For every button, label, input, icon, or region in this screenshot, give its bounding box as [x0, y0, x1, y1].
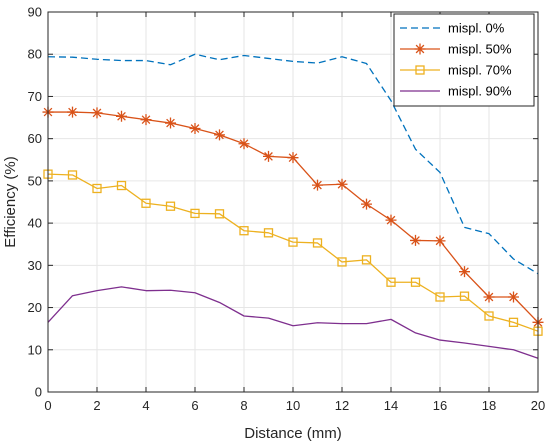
legend-marker — [414, 43, 426, 55]
y-tick-label: 30 — [28, 258, 42, 273]
series-4 — [47, 286, 539, 359]
x-tick-label: 16 — [433, 398, 447, 413]
data-point — [141, 198, 151, 208]
x-tick-label: 14 — [384, 398, 398, 413]
data-point — [189, 123, 201, 135]
data-point — [165, 201, 176, 211]
x-tick-label: 10 — [286, 398, 300, 413]
data-point — [508, 291, 519, 303]
legend-item: mispl. 90% — [400, 84, 512, 99]
data-point — [67, 106, 78, 118]
data-point — [361, 198, 372, 210]
series-2 — [42, 106, 544, 328]
data-point — [459, 291, 470, 301]
data-point — [410, 234, 421, 246]
data-point — [214, 129, 225, 141]
data-point — [484, 311, 494, 321]
y-tick-label: 20 — [28, 300, 42, 315]
y-tick-label: 40 — [28, 216, 42, 231]
data-point — [238, 138, 250, 150]
data-point — [483, 291, 495, 303]
series-layer — [42, 53, 544, 359]
x-tick-label: 4 — [142, 398, 149, 413]
data-point — [508, 317, 519, 327]
data-point — [385, 214, 397, 226]
y-tick-label: 90 — [28, 5, 42, 20]
data-point — [190, 208, 200, 219]
y-tick-label: 80 — [28, 47, 42, 62]
data-point — [312, 179, 323, 191]
x-tick-label: 8 — [240, 398, 247, 413]
data-point — [410, 277, 421, 287]
data-point — [140, 114, 152, 126]
data-point — [386, 277, 396, 287]
data-point — [165, 117, 176, 129]
legend-label: mispl. 50% — [448, 42, 512, 57]
data-point — [116, 110, 127, 122]
data-point — [116, 180, 127, 191]
data-point — [214, 209, 225, 219]
data-point — [263, 228, 274, 238]
series-line — [47, 53, 539, 275]
x-axis-title: Distance (mm) — [244, 425, 342, 442]
legend-label: mispl. 70% — [448, 63, 512, 78]
x-tick-label: 12 — [335, 398, 349, 413]
legend-marker — [415, 65, 425, 75]
data-point — [92, 183, 102, 194]
x-tick-label: 6 — [191, 398, 198, 413]
y-tick-label: 70 — [28, 89, 42, 104]
legend-label: mispl. 90% — [448, 84, 512, 99]
x-tick-label: 0 — [44, 398, 51, 413]
y-tick-label: 10 — [28, 342, 42, 357]
y-tick-label: 60 — [28, 131, 42, 146]
y-tick-label: 50 — [28, 173, 42, 188]
y-tick-label: 0 — [35, 385, 42, 400]
legend-label: mispl. 0% — [448, 21, 505, 36]
data-point — [287, 152, 299, 164]
data-point — [337, 257, 347, 267]
data-point — [336, 178, 348, 190]
series-1 — [47, 53, 539, 275]
data-point — [91, 107, 103, 119]
y-axis-title: Efficiency (%) — [2, 156, 19, 247]
series-line — [47, 286, 539, 359]
data-point — [435, 292, 445, 302]
x-tick-label: 20 — [531, 398, 545, 413]
data-point — [459, 266, 470, 278]
data-point — [67, 170, 78, 180]
series-3 — [43, 169, 543, 336]
legend-item: mispl. 0% — [400, 21, 505, 36]
data-point — [434, 235, 446, 247]
x-tick-label: 2 — [93, 398, 100, 413]
legend-item: mispl. 70% — [400, 63, 512, 78]
axis-ticks: 0 2 4 6 8 10 12 14 16 18 20 0 10 20 30 40 50 60 70 80 90 — [28, 5, 546, 414]
legend: mispl. 0% mispl. 50% mispl. 70% mispl. 90% — [393, 13, 535, 107]
series-line — [47, 173, 539, 332]
legend-item: mispl. 50% — [400, 42, 512, 57]
data-point — [361, 255, 372, 265]
data-point — [239, 226, 249, 236]
data-point — [312, 238, 323, 248]
x-tick-label: 18 — [482, 398, 496, 413]
data-point — [263, 150, 274, 162]
data-point — [288, 237, 298, 247]
